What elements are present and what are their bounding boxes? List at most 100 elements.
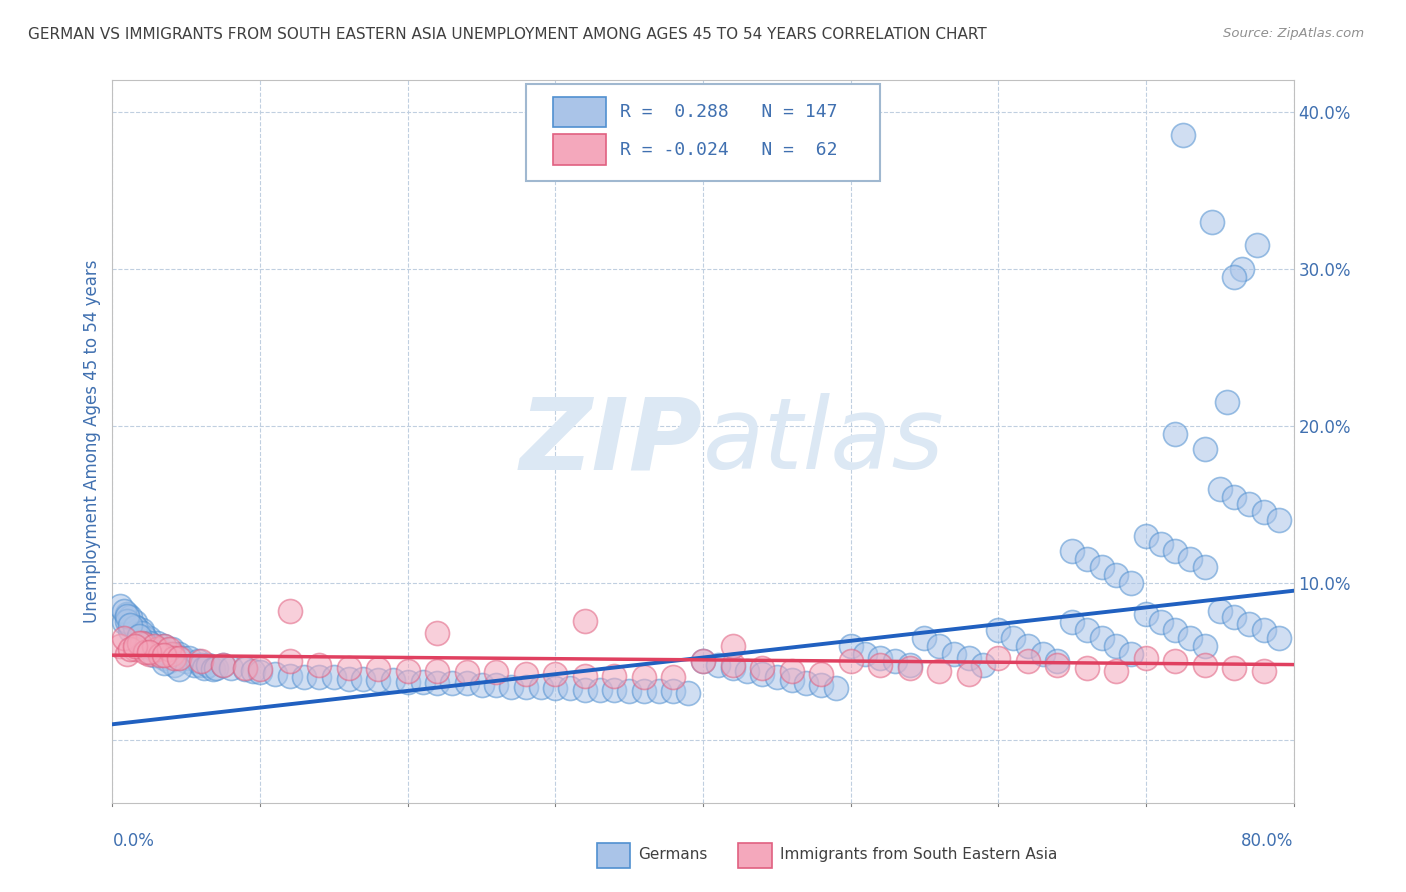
Point [810, 678, 832, 692]
Point [898, 657, 921, 672]
Point [138, 647, 160, 661]
Point [1268, 631, 1291, 645]
Point [426, 664, 449, 678]
Point [1246, 238, 1268, 252]
Point [167, 651, 190, 665]
Point [142, 641, 165, 656]
Point [1091, 560, 1114, 574]
Point [352, 672, 374, 686]
Point [1253, 505, 1275, 519]
Text: ZIP: ZIP [520, 393, 703, 490]
Point [124, 620, 146, 634]
Point [796, 676, 818, 690]
Point [128, 629, 150, 643]
Point [138, 635, 160, 649]
Point [1076, 623, 1098, 637]
Point [190, 655, 212, 669]
Point [212, 657, 235, 672]
Point [987, 651, 1010, 665]
Point [146, 645, 169, 659]
Point [249, 662, 271, 676]
Point [264, 667, 287, 681]
Point [174, 655, 197, 669]
Point [1032, 647, 1054, 661]
Point [242, 664, 264, 678]
Point [839, 655, 862, 669]
Point [1194, 657, 1216, 672]
Point [157, 655, 180, 669]
Point [574, 682, 596, 697]
Point [153, 639, 176, 653]
Point [1105, 664, 1128, 678]
Point [544, 681, 567, 695]
Point [766, 670, 789, 684]
Bar [553, 97, 606, 128]
Point [426, 626, 449, 640]
Point [692, 655, 714, 669]
Point [233, 662, 256, 676]
Point [1253, 664, 1275, 678]
Point [1017, 639, 1039, 653]
Point [1017, 655, 1039, 669]
Point [751, 667, 773, 681]
Point [678, 686, 700, 700]
Point [396, 674, 419, 689]
Point [205, 661, 228, 675]
Point [134, 637, 156, 651]
Point [201, 662, 224, 676]
Point [120, 623, 142, 637]
Point [1135, 607, 1157, 622]
Text: atlas: atlas [703, 393, 945, 490]
Point [515, 680, 537, 694]
Point [558, 681, 582, 695]
Point [603, 668, 626, 682]
Point [928, 664, 950, 678]
Point [914, 631, 936, 645]
Y-axis label: Unemployment Among Ages 45 to 54 years: Unemployment Among Ages 45 to 54 years [83, 260, 101, 624]
Point [647, 684, 671, 698]
Point [163, 651, 186, 665]
Point [441, 676, 464, 690]
Point [869, 657, 891, 672]
Point [706, 657, 728, 672]
Point [149, 641, 172, 656]
Point [515, 667, 537, 681]
Point [153, 648, 176, 662]
Point [928, 639, 950, 653]
Point [839, 639, 862, 653]
Point [1178, 552, 1201, 566]
Point [193, 661, 215, 675]
Point [124, 620, 146, 634]
Point [898, 661, 921, 675]
Point [1062, 544, 1084, 558]
Point [1253, 623, 1275, 637]
Point [1135, 651, 1157, 665]
Point [1194, 560, 1216, 574]
Point [131, 635, 153, 649]
Point [278, 604, 301, 618]
Point [1164, 623, 1187, 637]
Point [973, 657, 995, 672]
Point [160, 641, 183, 656]
Point [249, 665, 271, 680]
Point [1046, 655, 1069, 669]
Point [884, 655, 907, 669]
Point [142, 639, 165, 653]
Point [1230, 261, 1253, 276]
Point [1216, 395, 1239, 409]
Point [146, 641, 169, 656]
Point [721, 657, 744, 672]
Point [308, 670, 330, 684]
Point [588, 682, 610, 697]
Point [163, 647, 186, 661]
Point [1001, 631, 1024, 645]
Point [128, 635, 150, 649]
Point [574, 668, 596, 682]
Point [157, 641, 180, 656]
Point [721, 639, 744, 653]
Bar [738, 843, 772, 868]
Point [633, 670, 655, 684]
Point [1164, 426, 1187, 441]
Point [1076, 552, 1098, 566]
Point [117, 607, 138, 622]
